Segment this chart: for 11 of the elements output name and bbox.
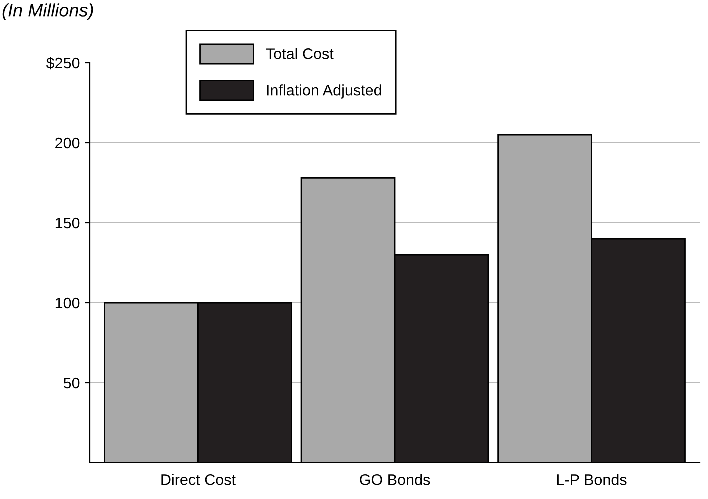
y-tick-label: 100 [56,298,80,309]
legend-label: Total Cost [266,48,334,60]
y-tick-label: 150 [56,218,80,229]
legend-label: Inflation Adjusted [267,84,382,99]
x-tick-label: Direct Cost [162,474,236,486]
y-tick-label: 200 [56,138,80,149]
x-tick-label: L-P Bonds [557,474,627,486]
y-tick-label: 50 [64,378,80,389]
y-axis-title: (In Millions) [2,4,94,20]
x-tick-label: GO Bonds [360,474,430,486]
y-tick-label: $250 [46,57,80,70]
